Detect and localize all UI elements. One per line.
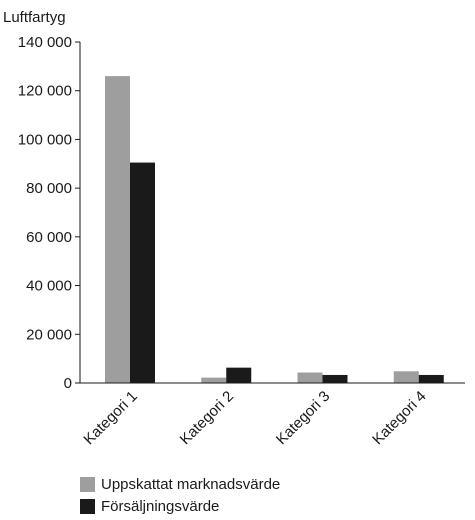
legend-label-estimated-market-value: Uppskattat marknadsvärde [101, 475, 281, 493]
y-tick-label: 80 000 [26, 180, 72, 197]
bar-sales-value-1 [130, 162, 155, 383]
legend-swatch-sales-value [80, 498, 95, 514]
x-tick-label: Kategori 3 [273, 388, 333, 448]
bar-estimated-market-value-3 [297, 372, 323, 383]
bar-estimated-market-value-4 [393, 371, 419, 383]
bar-sales-value-2 [226, 367, 252, 383]
legend-item-sales-value: Försäljningsvärde [80, 495, 460, 517]
x-tick-label: Kategori 2 [177, 388, 237, 448]
x-axis-ticks: Kategori 1 Kategori 2 Kategori 3 Kategori 4 [80, 388, 429, 448]
bar-estimated-market-value-1 [105, 76, 130, 383]
y-tick-label: 60 000 [26, 229, 72, 246]
legend-label-sales-value: Försäljningsvärde [101, 497, 220, 515]
y-tick-label: 0 [64, 375, 72, 392]
bar-sales-value-3 [322, 374, 348, 383]
x-tick-label: Kategori 1 [80, 388, 140, 448]
bar-estimated-market-value-2 [201, 377, 227, 383]
y-tick-label: 40 000 [26, 278, 72, 295]
y-axis-label: Luftfartyg [3, 9, 66, 26]
legend-item-estimated-market-value: Uppskattat marknadsvärde [80, 473, 460, 495]
y-axis-ticks: 0 20 000 40 000 60 000 80 000 100 000 120 000 1… [18, 34, 80, 392]
y-tick-label: 120 000 [18, 83, 72, 100]
y-tick-label: 100 000 [18, 131, 72, 148]
bar-sales-value-4 [418, 374, 444, 383]
y-tick-label: 20 000 [26, 326, 72, 343]
y-tick-label: 140 000 [18, 34, 72, 51]
legend: Uppskattat marknadsvärde Försäljningsvär… [80, 473, 460, 517]
legend-swatch-estimated-market-value [80, 476, 95, 492]
x-tick-label: Kategori 4 [369, 388, 429, 448]
bars [105, 76, 444, 383]
